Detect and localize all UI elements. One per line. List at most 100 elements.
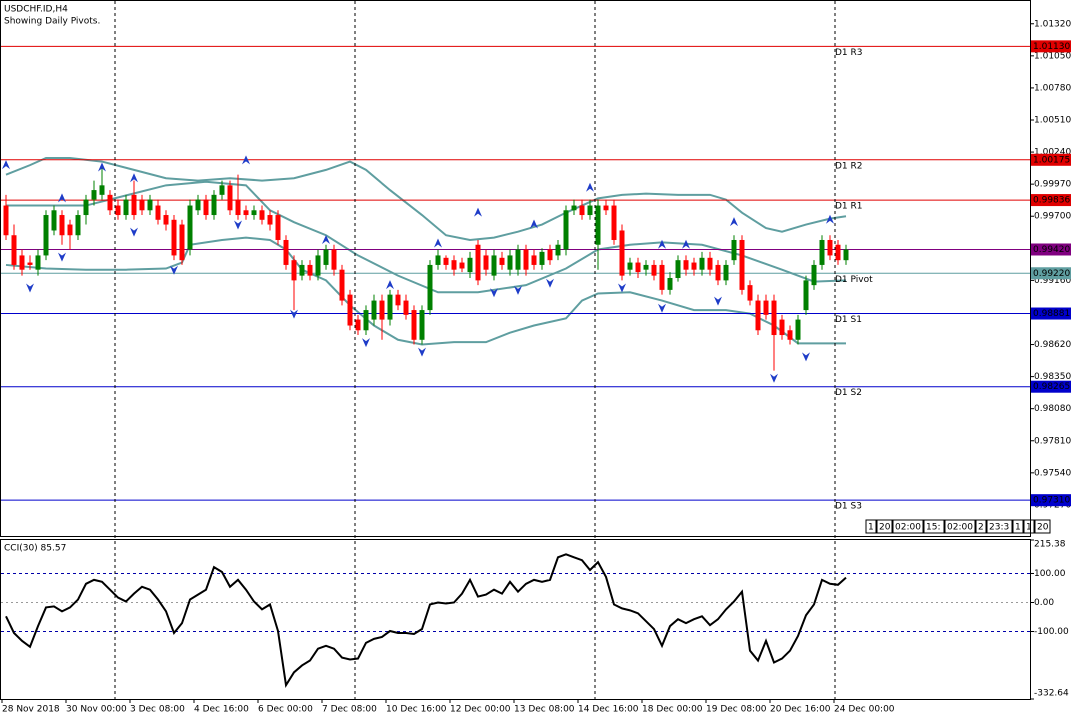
candle-body bbox=[723, 264, 729, 281]
candle-body bbox=[307, 264, 313, 276]
x-tick-label: 20 Dec 16:00 bbox=[770, 705, 831, 715]
candle-body bbox=[283, 239, 289, 265]
scale-button bbox=[975, 519, 987, 534]
candle-body bbox=[115, 205, 121, 216]
fractal-down bbox=[130, 227, 138, 237]
fractal-up bbox=[730, 217, 738, 227]
candle-body bbox=[387, 294, 393, 320]
x-tick-label: 4 Dec 16:00 bbox=[194, 705, 249, 715]
candle-body bbox=[707, 257, 713, 270]
candle-body bbox=[595, 205, 601, 245]
candle-body bbox=[507, 255, 513, 270]
fractal-down bbox=[362, 338, 370, 348]
cci-title: CCI(30) 85.57 bbox=[4, 544, 66, 554]
candle-body bbox=[179, 224, 185, 261]
price-box-label: 1.00175 bbox=[1033, 155, 1070, 165]
price-box-label: 0.99836 bbox=[1033, 196, 1070, 206]
y-tick-label: 0.98350 bbox=[1034, 372, 1071, 382]
x-tick-label: 24 Dec 00:00 bbox=[834, 705, 895, 715]
candle-body bbox=[731, 239, 737, 261]
fractal-up bbox=[2, 160, 10, 170]
price-box-label: 0.99420 bbox=[1033, 245, 1070, 255]
y-tick-label: 0.97540 bbox=[1034, 468, 1071, 478]
candle-body bbox=[563, 210, 569, 250]
candle-body bbox=[459, 262, 465, 269]
chart-title: USDCHF.ID,H4 bbox=[4, 5, 68, 15]
scale-button bbox=[923, 519, 945, 534]
cci-frame bbox=[0, 539, 1031, 700]
candle-body bbox=[171, 219, 177, 256]
candle-body bbox=[643, 264, 649, 270]
x-tick-label: 30 Nov 00:00 bbox=[66, 705, 127, 715]
scale-button-label: 1 bbox=[1026, 523, 1032, 533]
candle-body bbox=[219, 185, 225, 195]
fractal-down bbox=[658, 303, 666, 313]
fractal-down bbox=[418, 347, 426, 357]
scale-button-label: 02:00 bbox=[895, 523, 921, 533]
candle-body bbox=[155, 205, 161, 220]
candle-body bbox=[411, 310, 417, 340]
candle-body bbox=[299, 264, 305, 276]
scale-button-label: 1 bbox=[1015, 523, 1021, 533]
scale-button bbox=[892, 519, 924, 534]
candle-body bbox=[3, 205, 9, 236]
scale-button-label: 02:00 bbox=[947, 523, 973, 533]
candle-body bbox=[259, 210, 265, 220]
candle-body bbox=[355, 319, 361, 331]
x-tick-label: 18 Dec 00:00 bbox=[642, 705, 703, 715]
candle-body bbox=[371, 300, 377, 320]
candle-body bbox=[587, 205, 593, 216]
y-tick-label: -332.64 bbox=[1034, 689, 1069, 699]
candle-body bbox=[203, 199, 209, 216]
candle-body bbox=[747, 285, 753, 301]
candle-body bbox=[195, 199, 201, 211]
candle-body bbox=[627, 262, 633, 270]
fractal-up bbox=[322, 234, 330, 244]
candle-body bbox=[251, 210, 257, 216]
x-tick-label: 10 Dec 16:00 bbox=[386, 705, 447, 715]
candle-body bbox=[91, 190, 97, 200]
price-box bbox=[1031, 494, 1071, 507]
candle-body bbox=[483, 255, 489, 270]
price-box bbox=[1031, 153, 1071, 166]
x-tick-label: 13 Dec 08:00 bbox=[514, 705, 575, 715]
y-tick-label: 1.01050 bbox=[1034, 51, 1071, 61]
candle-body bbox=[51, 210, 57, 231]
fractal-down bbox=[170, 265, 178, 275]
scale-button bbox=[944, 519, 976, 534]
candle-body bbox=[291, 260, 297, 281]
candle-body bbox=[435, 255, 441, 265]
x-tick-label: 3 Dec 08:00 bbox=[130, 705, 185, 715]
y-tick-label: 0.99160 bbox=[1034, 276, 1071, 286]
scale-button-label: 15: bbox=[926, 523, 940, 533]
price-box-label: 1.01130 bbox=[1033, 42, 1070, 52]
pivot-name: D1 R1 bbox=[835, 202, 863, 212]
candle-body bbox=[691, 262, 697, 270]
candle-body bbox=[147, 199, 153, 211]
candle-body bbox=[163, 215, 169, 225]
scale-button-label: 20 bbox=[879, 523, 891, 533]
candle-body bbox=[571, 205, 577, 211]
fractal-up bbox=[58, 193, 66, 203]
candle-body bbox=[443, 257, 449, 265]
candle-body bbox=[803, 280, 809, 311]
candle-body bbox=[35, 255, 41, 270]
fractal-down bbox=[26, 283, 34, 293]
price-panel: 1.01320 1.01050 1.00780 1.00510 1.00240 0.999… bbox=[1, 19, 1071, 534]
candle-body bbox=[787, 330, 793, 340]
fractal-up bbox=[386, 280, 394, 290]
fractal-up bbox=[658, 239, 666, 249]
price-box bbox=[1031, 380, 1071, 393]
y-tick-label: 0.99700 bbox=[1034, 212, 1071, 222]
candle-body bbox=[555, 244, 561, 256]
price-box bbox=[1031, 307, 1071, 320]
candle-body bbox=[699, 257, 705, 270]
candle-body bbox=[187, 205, 193, 250]
candle-body bbox=[547, 249, 553, 261]
candle-body bbox=[107, 194, 113, 211]
x-tick-label: 14 Dec 16:00 bbox=[578, 705, 639, 715]
candle-body bbox=[43, 215, 49, 256]
x-tick-label: 28 Nov 2018 bbox=[2, 705, 60, 715]
candle-body bbox=[683, 260, 689, 270]
